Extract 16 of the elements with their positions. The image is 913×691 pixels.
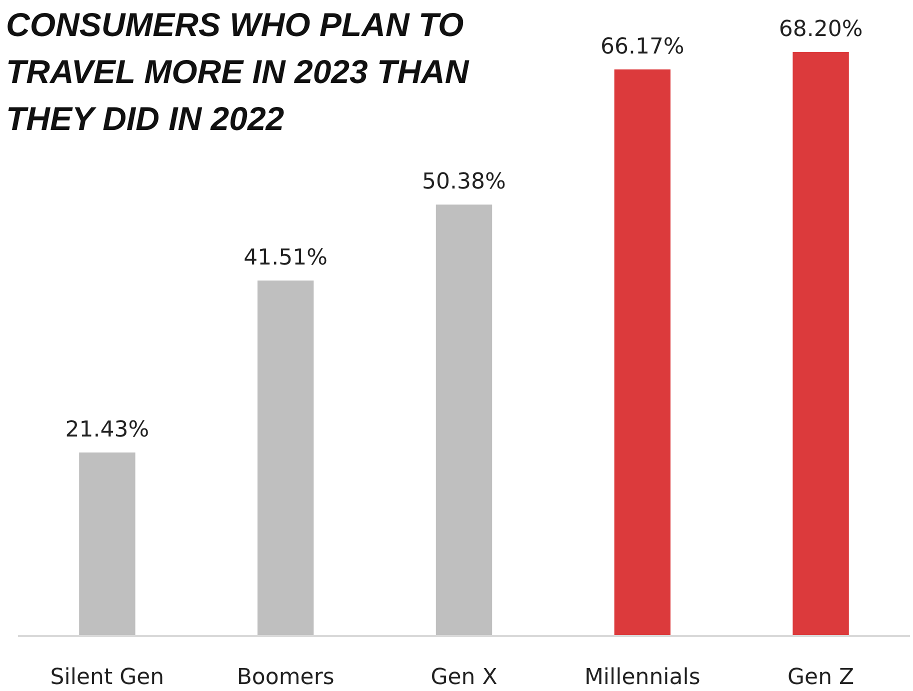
bar (792, 52, 849, 636)
data-label: 68.20% (778, 17, 863, 42)
data-label: 66.17% (600, 34, 684, 60)
bar (258, 280, 314, 636)
x-tick-label: Silent Gen (50, 665, 164, 690)
data-label: 41.51% (244, 246, 328, 271)
x-tick-label: Gen Z (788, 665, 854, 690)
bar (436, 204, 492, 636)
x-tick-label: Gen X (430, 665, 498, 690)
data-label: 50.38% (422, 170, 506, 195)
x-tick-label: Boomers (236, 665, 334, 690)
bar (614, 69, 670, 636)
data-label: 21.43% (65, 417, 150, 442)
chart-title: CONSUMERS WHO PLAN TO TRAVEL MORE IN 2023 THAN THEY DID IN 2022 (6, 6, 470, 137)
bar (79, 452, 136, 636)
x-tick-label: Millennials (584, 665, 700, 690)
